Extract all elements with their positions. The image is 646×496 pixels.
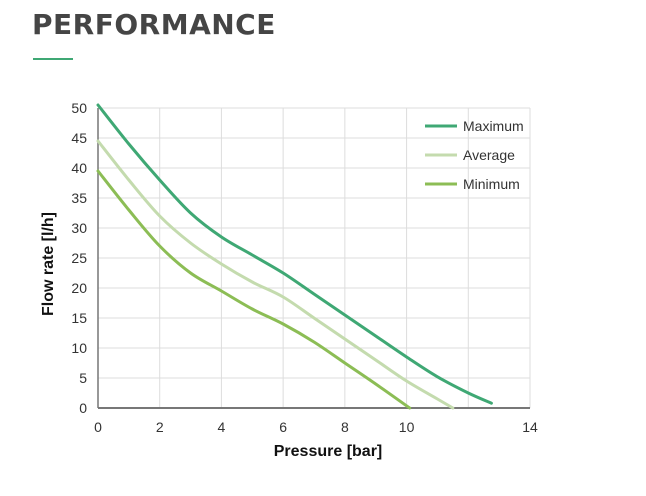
y-axis-title: Flow rate [l/h]	[40, 212, 57, 316]
y-tick-label: 20	[71, 280, 87, 296]
x-tick-label: 4	[218, 419, 226, 435]
chart-legend: Maximum Average Minimum	[425, 118, 524, 192]
y-tick-label: 50	[71, 100, 87, 116]
page-title: PERFORMANCE	[32, 8, 276, 41]
x-axis-title: Pressure [bar]	[274, 443, 383, 460]
y-tick-label: 35	[71, 190, 87, 206]
legend-label-minimum: Minimum	[463, 176, 520, 192]
series-line-minimum	[96, 169, 412, 410]
title-underline	[33, 58, 73, 60]
x-tick-label: 10	[399, 419, 415, 435]
y-tick-label: 5	[79, 370, 87, 386]
series-line-average	[96, 139, 455, 410]
chart-tick-labels: 0 2 4 6 8 10 14 0 5 10 15 20 25 30 35 40 45 50	[71, 100, 538, 435]
y-tick-label: 30	[71, 220, 87, 236]
legend-label-average: Average	[463, 147, 515, 163]
chart-axes	[97, 108, 530, 409]
y-tick-label: 15	[71, 310, 87, 326]
y-tick-label: 25	[71, 250, 87, 266]
chart-series	[96, 103, 493, 410]
legend-label-maximum: Maximum	[463, 118, 524, 134]
x-tick-label: 8	[341, 419, 349, 435]
y-tick-label: 45	[71, 130, 87, 146]
x-tick-label: 2	[156, 419, 164, 435]
y-tick-label: 0	[79, 400, 87, 416]
series-line-maximum	[96, 103, 493, 405]
y-tick-label: 40	[71, 160, 87, 176]
x-tick-label: 14	[522, 419, 538, 435]
x-tick-label: 6	[279, 419, 287, 435]
y-tick-label: 10	[71, 340, 87, 356]
x-tick-label: 0	[94, 419, 102, 435]
